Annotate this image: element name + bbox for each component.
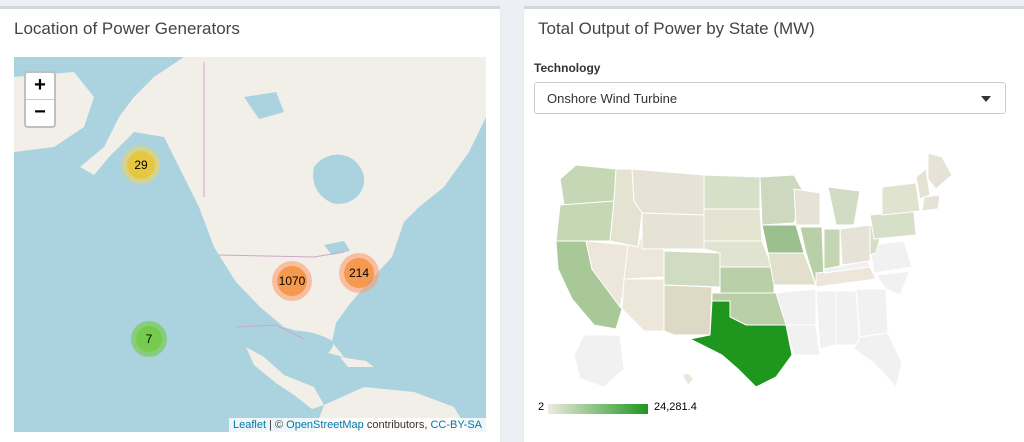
state-mi[interactable]: [827, 186, 861, 226]
state-wy[interactable]: [641, 212, 705, 250]
legend-min-value: 2: [538, 401, 545, 413]
state-or[interactable]: [555, 200, 615, 242]
generators-map-panel: Location of Power Generators: [0, 6, 500, 442]
state-co[interactable]: [663, 250, 721, 288]
technology-label: Technology: [534, 61, 601, 75]
cluster-count: 1070: [277, 266, 307, 296]
state-ia[interactable]: [761, 224, 805, 254]
state-wa[interactable]: [559, 164, 617, 206]
state-ak[interactable]: [573, 334, 625, 388]
map-attribution: Leaflet | © OpenStreetMap contributors, …: [228, 418, 486, 432]
state-nv[interactable]: [585, 240, 629, 309]
state-in[interactable]: [823, 228, 841, 272]
marker-cluster-alaska[interactable]: 29: [122, 146, 160, 184]
zoom-in-button[interactable]: +: [34, 74, 46, 96]
state-ks[interactable]: [719, 266, 775, 294]
panel-title: Location of Power Generators: [14, 19, 240, 38]
license-link[interactable]: CC-BY-SA: [430, 419, 482, 431]
state-ky[interactable]: [823, 260, 871, 274]
cluster-count: 214: [344, 258, 374, 288]
osm-link[interactable]: OpenStreetMap: [286, 419, 364, 431]
legend-gradient-bar: [548, 404, 648, 414]
marker-cluster-hawaii[interactable]: 7: [131, 321, 167, 357]
state-sd[interactable]: [703, 208, 763, 242]
state-mt[interactable]: [631, 168, 705, 216]
leaflet-link[interactable]: Leaflet: [232, 419, 266, 431]
state-wi[interactable]: [793, 188, 821, 226]
marker-cluster-east-us[interactable]: 214: [339, 253, 379, 293]
attribution-contributors: contributors,: [363, 419, 431, 431]
map-basemap: [14, 57, 486, 432]
technology-selected-value: Onshore Wind Turbine: [547, 91, 678, 106]
state-ga[interactable]: [855, 288, 889, 338]
marker-cluster-central-us[interactable]: 1070: [272, 261, 312, 301]
us-choropleth-map: [555, 152, 953, 389]
state-nd[interactable]: [703, 174, 761, 210]
state-ma[interactable]: [921, 194, 941, 212]
state-ms[interactable]: [815, 290, 837, 350]
cluster-count: 29: [127, 151, 155, 179]
zoom-control: + −: [24, 71, 56, 128]
state-va[interactable]: [869, 240, 913, 274]
leaflet-map[interactable]: + − 29 1070 214 7 Leaflet | © OpenStreet…: [14, 57, 486, 432]
state-pa[interactable]: [869, 210, 917, 240]
state-oh[interactable]: [839, 224, 871, 266]
technology-select[interactable]: Onshore Wind Turbine: [534, 82, 1006, 114]
state-output-panel: Total Output of Power by State (MW) Tech…: [524, 6, 1024, 442]
state-la[interactable]: [785, 324, 821, 356]
state-tx[interactable]: [688, 300, 793, 388]
state-ny[interactable]: [881, 182, 921, 216]
legend-max-value: 24,281.4: [654, 401, 697, 413]
attribution-separator: | ©: [266, 419, 287, 431]
state-vt[interactable]: [915, 168, 931, 200]
state-az[interactable]: [621, 278, 665, 332]
zoom-out-button[interactable]: −: [26, 99, 54, 126]
state-hi[interactable]: [681, 372, 695, 386]
chevron-down-icon: [981, 96, 991, 102]
state-nm[interactable]: [663, 284, 713, 336]
state-nc[interactable]: [875, 270, 911, 296]
panel-title: Total Output of Power by State (MW): [538, 19, 815, 38]
cluster-count: 7: [136, 326, 162, 352]
state-me[interactable]: [927, 152, 953, 190]
state-fl[interactable]: [853, 332, 903, 389]
